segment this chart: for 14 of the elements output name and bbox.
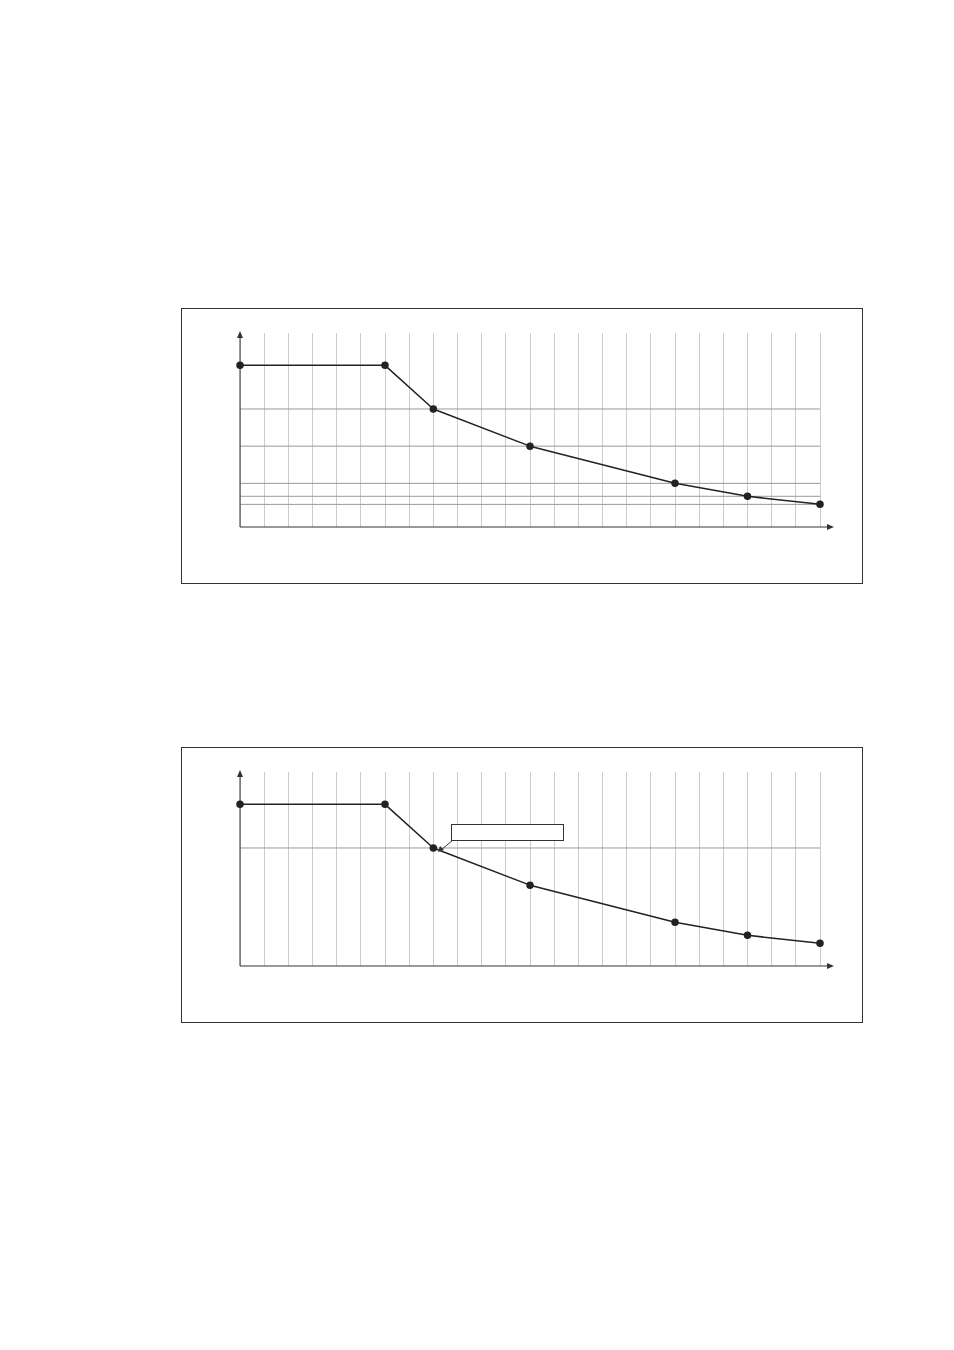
point — [671, 918, 679, 927]
point — [816, 500, 824, 509]
point — [236, 361, 244, 370]
point — [429, 405, 438, 413]
point — [743, 492, 752, 501]
point — [381, 800, 389, 809]
point — [429, 844, 438, 852]
point — [526, 881, 534, 889]
point — [236, 800, 244, 809]
point — [526, 442, 534, 450]
point — [743, 931, 752, 940]
point — [816, 939, 824, 948]
point — [381, 361, 389, 370]
point — [671, 479, 679, 488]
